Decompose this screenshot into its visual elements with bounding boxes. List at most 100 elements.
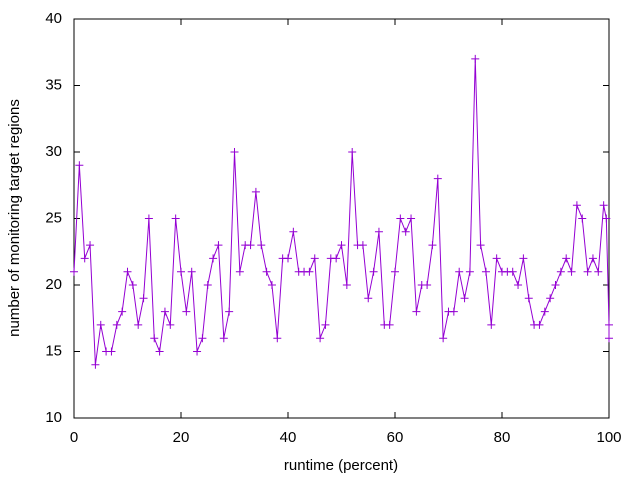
x-tick-label: 80 — [494, 429, 511, 446]
data-point — [209, 254, 218, 263]
data-point — [460, 294, 469, 303]
data-line — [73, 58, 610, 365]
data-point — [524, 294, 533, 303]
data-point — [118, 307, 127, 316]
data-point — [605, 320, 613, 329]
data-point — [150, 334, 159, 343]
data-point — [535, 320, 544, 329]
data-point — [396, 214, 405, 223]
data-point — [128, 281, 137, 289]
y-tick-label: 20 — [45, 276, 62, 293]
data-point — [177, 267, 185, 276]
data-point — [428, 241, 437, 250]
data-point — [369, 267, 378, 276]
data-point — [588, 254, 597, 263]
data-point — [310, 254, 319, 263]
x-tick-label: 20 — [173, 429, 190, 446]
y-tick-label: 30 — [45, 143, 62, 160]
x-tick-label: 40 — [280, 429, 297, 446]
y-axis-label: number of monitoring target regions — [6, 99, 23, 337]
y-tick-label: 15 — [45, 342, 62, 359]
data-point — [412, 307, 421, 316]
data-point — [70, 267, 78, 276]
data-point — [187, 267, 196, 276]
data-point — [337, 241, 346, 250]
data-point — [96, 320, 105, 329]
data-point — [203, 281, 212, 289]
x-tick-label: 60 — [387, 429, 404, 446]
x-tick-label: 0 — [70, 429, 78, 446]
data-point — [342, 281, 351, 289]
data-point — [235, 267, 244, 276]
data-point — [160, 307, 169, 316]
data-point — [230, 148, 239, 156]
data-point — [583, 267, 592, 276]
data-point — [562, 254, 571, 263]
data-point — [144, 214, 153, 223]
data-point — [316, 334, 325, 343]
data-point — [551, 281, 560, 289]
data-point — [594, 267, 603, 276]
data-point — [546, 294, 555, 303]
data-point — [332, 254, 341, 263]
data-point — [219, 334, 228, 343]
data-point — [193, 347, 202, 356]
data-point — [262, 267, 271, 276]
data-point — [578, 214, 587, 223]
data-point — [602, 214, 611, 223]
data-point — [246, 241, 255, 250]
data-point — [567, 267, 576, 276]
data-point — [364, 294, 373, 303]
data-point — [257, 241, 266, 250]
data-point — [214, 241, 223, 250]
data-point — [139, 294, 148, 303]
data-point — [514, 281, 523, 289]
data-point — [198, 334, 207, 343]
data-point — [374, 227, 383, 236]
data-point — [401, 227, 410, 236]
y-tick-label: 10 — [45, 409, 62, 426]
data-point — [540, 307, 549, 316]
y-tick-label: 40 — [45, 10, 62, 27]
data-point — [171, 214, 180, 223]
data-point — [487, 320, 496, 329]
data-point — [449, 307, 458, 316]
x-tick-label: 100 — [596, 429, 621, 446]
data-point — [556, 267, 565, 276]
x-axis-label: runtime (percent) — [284, 457, 398, 474]
data-point — [455, 267, 464, 276]
data-point — [321, 320, 330, 329]
data-point — [471, 54, 480, 63]
data-point — [476, 241, 485, 250]
data-point — [605, 334, 613, 343]
data-point — [107, 347, 116, 356]
data-point — [251, 187, 260, 196]
data-point — [423, 281, 432, 289]
data-point — [134, 320, 143, 329]
data-point — [273, 334, 282, 343]
data-point — [439, 334, 448, 343]
data-point — [289, 227, 298, 236]
data-point — [391, 267, 399, 276]
data-point — [465, 267, 474, 276]
data-point — [75, 161, 84, 170]
data-point — [358, 241, 367, 250]
data-point — [519, 254, 528, 263]
plot-frame — [73, 18, 610, 419]
data-point — [407, 214, 416, 223]
data-point — [182, 307, 191, 316]
y-tick-label: 35 — [45, 76, 62, 93]
data-point — [348, 148, 357, 156]
data-point — [305, 267, 314, 276]
data-point — [492, 254, 501, 263]
data-point — [112, 320, 121, 329]
data-point — [80, 254, 89, 263]
data-point — [481, 267, 490, 276]
data-point — [599, 201, 608, 210]
data-point — [284, 254, 292, 263]
data-point — [86, 241, 95, 250]
y-tick-label: 25 — [45, 209, 62, 226]
data-point — [123, 267, 132, 276]
